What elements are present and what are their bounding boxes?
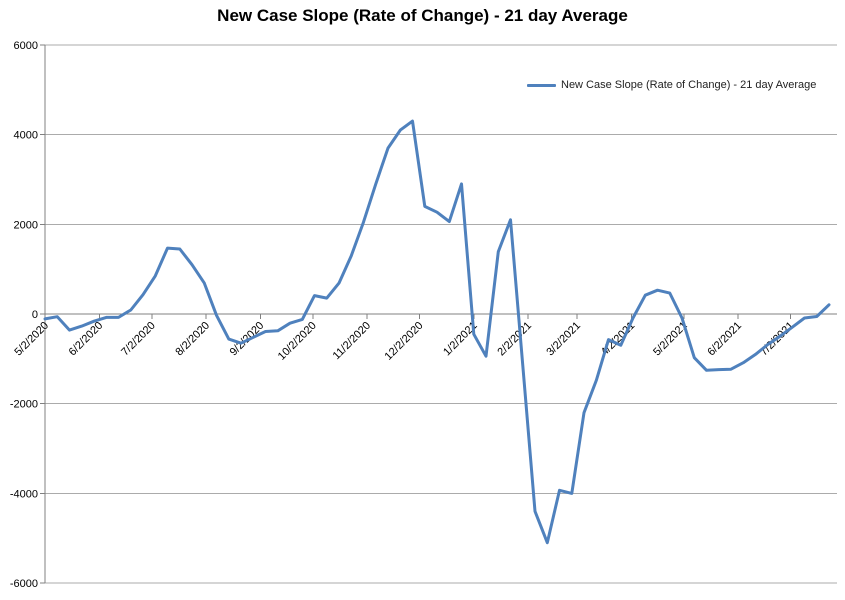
x-axis-ticks [44, 314, 791, 319]
legend-line-swatch [527, 83, 556, 87]
svg-text:2/2/2021: 2/2/2021 [495, 320, 534, 359]
svg-text:11/2/2020: 11/2/2020 [331, 320, 374, 363]
svg-text:12/2/2020: 12/2/2020 [383, 320, 426, 363]
legend-label: New Case Slope (Rate of Change) - 21 day… [561, 79, 817, 91]
svg-text:3/2/2021: 3/2/2021 [544, 320, 583, 359]
svg-text:6000: 6000 [14, 40, 38, 52]
svg-text:-2000: -2000 [10, 399, 38, 411]
series-line [43, 119, 831, 545]
svg-text:10/2/2020: 10/2/2020 [276, 320, 319, 363]
svg-text:8/2/2020: 8/2/2020 [173, 320, 212, 359]
gridlines [45, 44, 837, 584]
legend: New Case Slope (Rate of Change) - 21 day… [527, 79, 816, 91]
svg-text:7/2/2020: 7/2/2020 [119, 320, 158, 359]
svg-text:6/2/2021: 6/2/2021 [705, 320, 744, 359]
chart-title: New Case Slope (Rate of Change) - 21 day… [217, 6, 628, 25]
y-tick-labels: 6000 4000 2000 0 -2000 -4000 -6000 [10, 40, 38, 590]
y-axis [40, 44, 46, 584]
svg-text:2000: 2000 [14, 219, 38, 231]
x-tick-labels: 5/2/2020 6/2/2020 7/2/2020 8/2/2020 9/2/2020… [12, 320, 796, 363]
svg-text:0: 0 [32, 309, 38, 321]
svg-text:-6000: -6000 [10, 578, 38, 590]
svg-text:4000: 4000 [14, 130, 38, 142]
svg-text:-4000: -4000 [10, 488, 38, 500]
